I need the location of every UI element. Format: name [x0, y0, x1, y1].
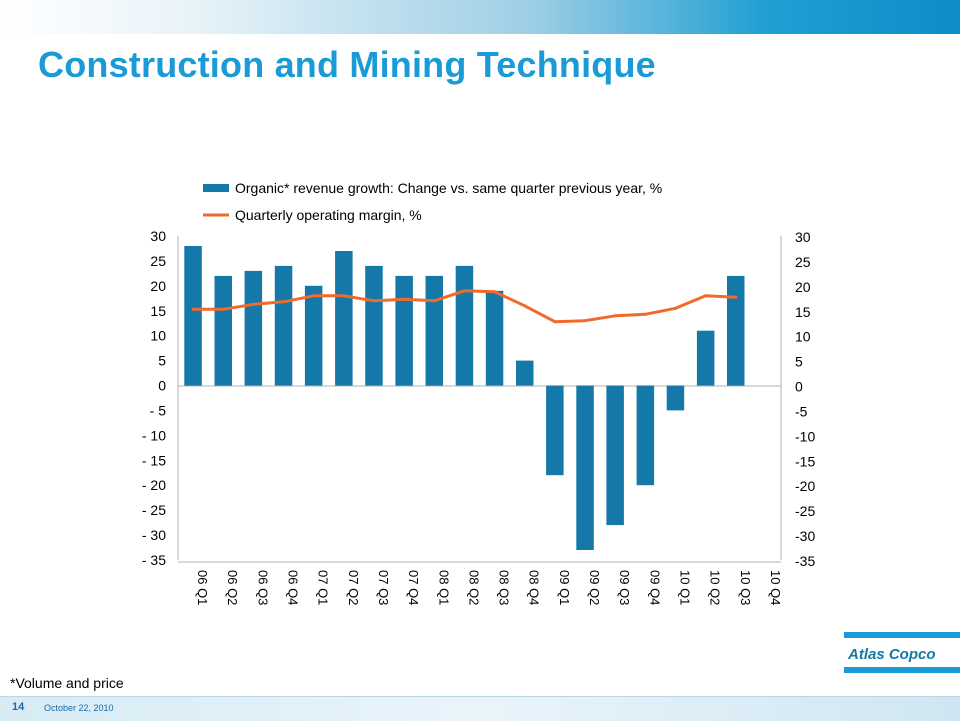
y-tick-left: 20 [150, 278, 166, 294]
y-tick-right: 20 [795, 279, 811, 295]
x-tick-label: 08 Q4 [527, 570, 542, 605]
line-point-07-q1 [312, 294, 316, 298]
bar-06-q1 [184, 246, 202, 386]
y-tick-right: 25 [795, 254, 811, 270]
line-point-06-q4 [282, 300, 285, 304]
x-tick-label: 06 Q4 [286, 570, 301, 605]
y-tick-right: -5 [795, 404, 808, 420]
bar-06-q4 [274, 265, 293, 386]
bar-09-q2 [576, 385, 594, 550]
y-tick-left: - 35 [142, 552, 166, 568]
legend-bar-swatch [203, 184, 229, 192]
x-tick-label: 08 Q3 [497, 570, 512, 605]
y-tick-right: 30 [795, 229, 811, 245]
line-point-07-q3 [372, 299, 376, 303]
x-tick-label: 10 Q4 [768, 570, 783, 605]
y-tick-left: 25 [150, 253, 166, 269]
footer-date: October 22, 2010 [44, 703, 114, 713]
bar-09-q4 [636, 385, 655, 486]
bar-07-q1 [304, 285, 323, 386]
y-tick-right: -15 [795, 453, 815, 469]
y-tick-right: 15 [795, 304, 811, 320]
y-tick-right: -30 [795, 528, 815, 544]
line-point-08-q3 [493, 290, 497, 294]
x-tick-label: 08 Q1 [436, 570, 451, 605]
x-tick-label: 09 Q2 [587, 570, 602, 605]
y-tick-left: 30 [150, 228, 166, 244]
page-number: 14 [12, 701, 25, 713]
y-tick-left: - 15 [142, 452, 166, 468]
line-point-08-q4 [523, 304, 527, 308]
y-tick-left: - 30 [142, 527, 166, 543]
y-tick-left: - 20 [142, 477, 166, 493]
line-point-08-q1 [432, 299, 436, 303]
x-tick-label: 06 Q1 [195, 570, 210, 605]
line-point-07-q2 [342, 294, 346, 298]
x-tick-label: 09 Q1 [557, 570, 572, 605]
y-tick-right: 5 [795, 354, 803, 370]
line-point-06-q1 [191, 307, 195, 311]
y-tick-left: - 5 [150, 403, 167, 419]
x-tick-label: 06 Q3 [255, 570, 270, 605]
y-tick-left: 15 [150, 303, 166, 319]
line-point-09-q3 [613, 314, 617, 318]
x-tick-label: 10 Q3 [738, 570, 753, 605]
x-tick-label: 09 Q3 [617, 570, 632, 605]
bottom-banner [0, 696, 960, 721]
bar-06-q3 [244, 270, 263, 386]
line-point-09-q2 [583, 319, 587, 323]
bar-08-q1 [425, 275, 443, 386]
x-tick-label: 10 Q2 [708, 570, 723, 605]
bar-06-q2 [214, 275, 232, 386]
y-tick-right: -20 [795, 478, 815, 494]
legend-line-label: Quarterly operating margin, % [235, 207, 422, 223]
y-tick-left: - 10 [142, 427, 166, 443]
y-tick-right: -35 [795, 553, 815, 569]
footnote: *Volume and price [10, 675, 124, 691]
y-tick-left: 5 [158, 353, 166, 369]
line-point-07-q4 [402, 297, 406, 301]
line-point-10-q3 [734, 295, 738, 299]
bar-07-q3 [365, 265, 383, 386]
y-tick-right: 0 [795, 379, 803, 395]
bar-09-q1 [546, 385, 564, 476]
line-point-09-q1 [553, 320, 557, 324]
bar-07-q2 [335, 251, 353, 386]
x-tick-label: 09 Q4 [647, 570, 662, 605]
x-tick-label: 07 Q1 [316, 570, 331, 605]
page-title: Construction and Mining Technique [38, 44, 656, 85]
bar-08-q4 [516, 360, 534, 386]
y-tick-left: 10 [150, 328, 166, 344]
bar-09-q3 [606, 385, 624, 526]
y-tick-left: 0 [158, 378, 166, 394]
top-banner [0, 0, 960, 34]
x-tick-label: 07 Q3 [376, 570, 391, 605]
y-tick-right: -10 [795, 428, 815, 444]
atlas-copco-logo: Atlas Copco [844, 632, 960, 673]
bar-07-q4 [395, 275, 413, 386]
line-point-08-q2 [462, 289, 466, 293]
bar-10-q1 [666, 385, 685, 411]
x-tick-label: 07 Q2 [346, 570, 361, 605]
x-tick-label: 07 Q4 [406, 570, 421, 605]
bar-08-q2 [455, 265, 474, 386]
bar-08-q3 [485, 290, 504, 386]
y-tick-left: - 25 [142, 502, 166, 518]
logo-text: Atlas Copco [847, 646, 936, 663]
y-tick-right: 10 [795, 329, 811, 345]
x-tick-label: 10 Q1 [678, 570, 693, 605]
line-point-09-q4 [643, 312, 647, 316]
bar-10-q2 [696, 330, 715, 386]
x-tick-label: 08 Q2 [466, 570, 481, 605]
legend-bar-label: Organic* revenue growth: Change vs. same… [235, 180, 662, 196]
y-tick-right: -25 [795, 503, 815, 519]
line-point-10-q1 [674, 306, 677, 310]
x-tick-label: 06 Q2 [225, 570, 240, 605]
chart-legend: Organic* revenue growth: Change vs. same… [203, 180, 662, 223]
line-point-06-q3 [251, 302, 255, 306]
bar-10-q3 [727, 275, 745, 386]
line-point-06-q2 [221, 307, 225, 311]
line-point-10-q2 [704, 294, 708, 298]
